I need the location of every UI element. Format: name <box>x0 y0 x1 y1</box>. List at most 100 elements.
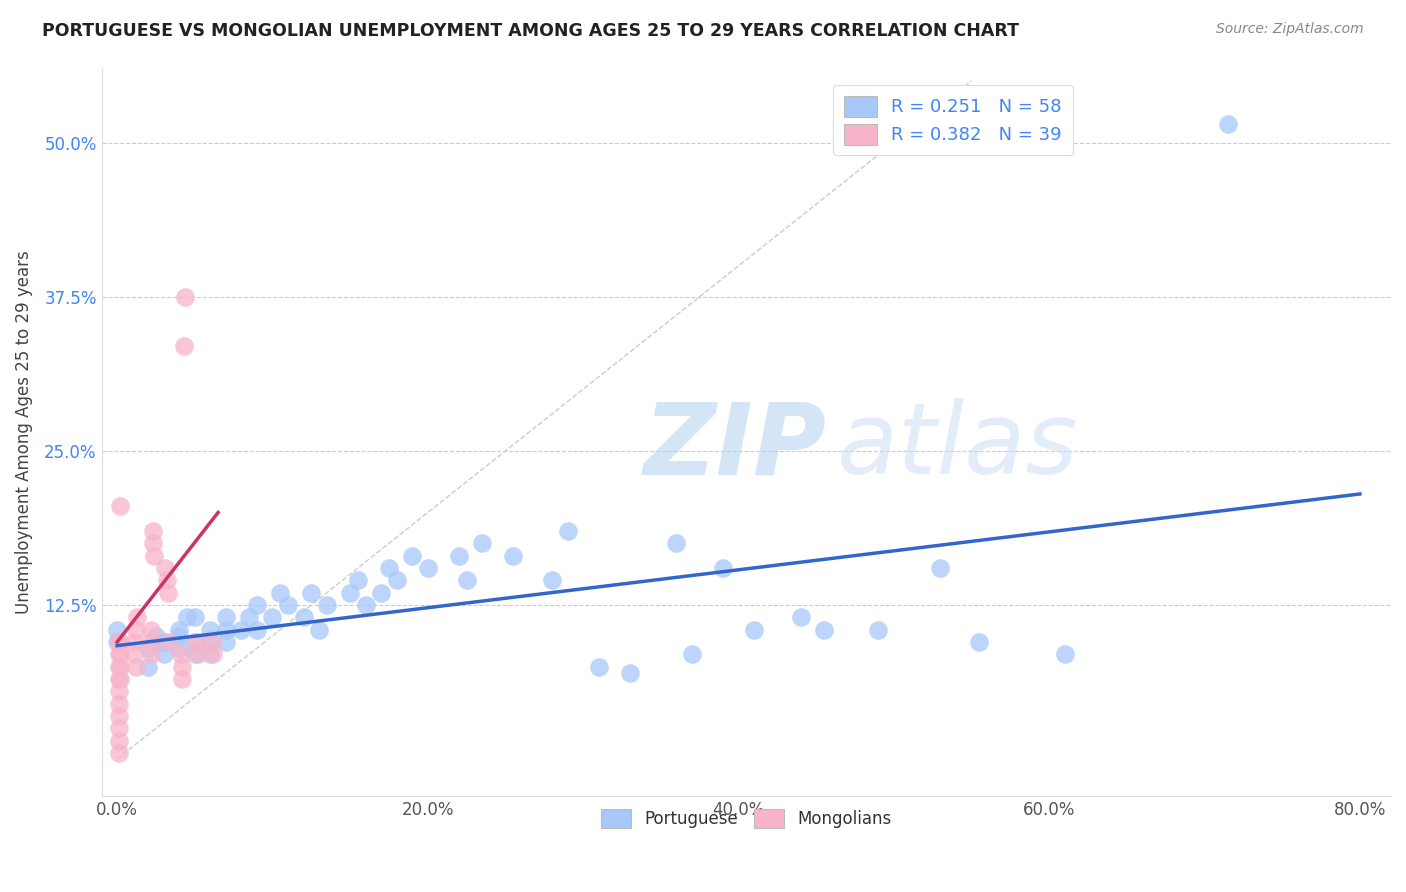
Point <box>471 536 494 550</box>
Point <box>107 635 129 649</box>
Point <box>370 585 392 599</box>
Point <box>541 574 564 588</box>
Point <box>107 746 129 760</box>
Point <box>125 623 148 637</box>
Point <box>215 635 238 649</box>
Point <box>152 635 174 649</box>
Point <box>929 561 952 575</box>
Y-axis label: Unemployment Among Ages 25 to 29 years: Unemployment Among Ages 25 to 29 years <box>15 251 32 615</box>
Point <box>231 623 253 637</box>
Point <box>277 598 299 612</box>
Point <box>262 610 284 624</box>
Point <box>107 684 129 698</box>
Point <box>105 635 128 649</box>
Point <box>292 610 315 624</box>
Point <box>136 641 159 656</box>
Text: atlas: atlas <box>837 399 1078 495</box>
Point <box>141 647 163 661</box>
Point <box>141 623 163 637</box>
Point <box>145 629 167 643</box>
Point <box>184 647 207 661</box>
Point <box>142 524 165 538</box>
Point <box>142 536 165 550</box>
Point <box>789 610 811 624</box>
Point <box>110 672 132 686</box>
Point <box>315 598 337 612</box>
Point <box>347 574 370 588</box>
Point <box>269 585 291 599</box>
Point <box>155 561 177 575</box>
Point <box>354 598 377 612</box>
Point <box>122 647 145 661</box>
Text: Source: ZipAtlas.com: Source: ZipAtlas.com <box>1216 22 1364 37</box>
Point <box>170 647 193 661</box>
Point <box>107 659 129 673</box>
Point <box>238 610 260 624</box>
Point <box>110 635 132 649</box>
Point <box>665 536 688 550</box>
Point <box>378 561 401 575</box>
Point <box>200 623 222 637</box>
Text: ZIP: ZIP <box>643 399 827 495</box>
Point <box>169 641 191 656</box>
Point <box>169 623 191 637</box>
Point <box>711 561 734 575</box>
Point <box>1216 117 1239 131</box>
Point <box>868 623 890 637</box>
Point <box>246 623 269 637</box>
Point <box>416 561 439 575</box>
Point <box>186 635 208 649</box>
Point <box>215 610 238 624</box>
Point <box>401 549 423 563</box>
Point <box>127 610 149 624</box>
Point <box>339 585 361 599</box>
Point <box>173 339 195 353</box>
Text: PORTUGUESE VS MONGOLIAN UNEMPLOYMENT AMONG AGES 25 TO 29 YEARS CORRELATION CHART: PORTUGUESE VS MONGOLIAN UNEMPLOYMENT AMO… <box>42 22 1019 40</box>
Point <box>136 659 159 673</box>
Point <box>202 647 225 661</box>
Point <box>110 500 132 514</box>
Point <box>125 659 148 673</box>
Point <box>447 549 470 563</box>
Point <box>105 623 128 637</box>
Point <box>172 659 194 673</box>
Point <box>456 574 478 588</box>
Point <box>107 672 129 686</box>
Point <box>157 585 180 599</box>
Point <box>246 598 269 612</box>
Point <box>184 610 207 624</box>
Point <box>200 647 222 661</box>
Point <box>184 635 207 649</box>
Point <box>299 585 322 599</box>
Point <box>107 709 129 723</box>
Point <box>122 635 145 649</box>
Point <box>107 721 129 735</box>
Point <box>200 635 222 649</box>
Point <box>156 574 179 588</box>
Point <box>502 549 524 563</box>
Point <box>110 647 132 661</box>
Point <box>557 524 579 538</box>
Point <box>813 623 835 637</box>
Point <box>588 659 610 673</box>
Point <box>107 697 129 711</box>
Point <box>619 665 641 680</box>
Point <box>201 635 224 649</box>
Point <box>172 672 194 686</box>
Point <box>157 635 180 649</box>
Point <box>143 549 166 563</box>
Point <box>152 647 174 661</box>
Point <box>169 629 191 643</box>
Legend: Portuguese, Mongolians: Portuguese, Mongolians <box>593 803 898 835</box>
Point <box>1053 647 1076 661</box>
Point <box>139 635 162 649</box>
Point <box>308 623 330 637</box>
Point <box>969 635 991 649</box>
Point <box>385 574 408 588</box>
Point <box>107 647 129 661</box>
Point <box>187 647 209 661</box>
Point <box>176 610 198 624</box>
Point <box>742 623 765 637</box>
Point <box>174 290 197 304</box>
Point <box>107 733 129 747</box>
